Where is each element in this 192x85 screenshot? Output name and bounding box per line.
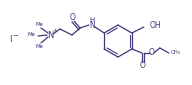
Text: +: +: [53, 28, 57, 33]
Text: O: O: [140, 62, 146, 70]
Text: I: I: [9, 35, 11, 44]
Text: Me: Me: [27, 32, 35, 37]
Text: O: O: [70, 12, 76, 22]
Text: CH₃: CH₃: [171, 49, 181, 54]
Text: Me: Me: [36, 45, 44, 49]
Text: O: O: [149, 48, 155, 57]
Text: −: −: [12, 33, 18, 39]
Text: N: N: [47, 31, 53, 40]
Text: OH: OH: [150, 22, 161, 31]
Text: H: H: [89, 17, 95, 23]
Text: Me: Me: [36, 22, 44, 27]
Text: N: N: [89, 20, 95, 29]
